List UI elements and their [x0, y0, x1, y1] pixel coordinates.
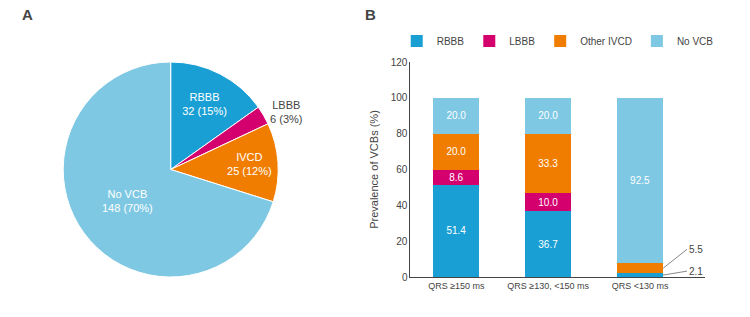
svg-text:0: 0: [402, 272, 408, 283]
svg-text:RBBB: RBBB: [437, 36, 465, 47]
svg-text:80: 80: [396, 128, 408, 139]
svg-text:10.0: 10.0: [538, 197, 558, 208]
svg-text:A: A: [22, 6, 33, 23]
svg-text:100: 100: [391, 92, 408, 103]
svg-text:33.3: 33.3: [538, 158, 558, 169]
svg-text:QRS ≥130, <150 ms: QRS ≥130, <150 ms: [507, 281, 589, 291]
svg-text:60: 60: [396, 164, 408, 175]
svg-text:8.6: 8.6: [449, 172, 463, 183]
svg-text:Other IVCD: Other IVCD: [580, 36, 632, 47]
svg-text:40: 40: [396, 200, 408, 211]
svg-text:QRS <130 ms: QRS <130 ms: [612, 281, 669, 291]
svg-text:Prevalence of VCBs (%): Prevalence of VCBs (%): [368, 110, 380, 229]
svg-text:LBBB: LBBB: [509, 36, 535, 47]
svg-text:IVCD25 (12%): IVCD25 (12%): [227, 151, 272, 177]
svg-text:51.4: 51.4: [446, 225, 466, 236]
svg-text:20.0: 20.0: [538, 110, 558, 121]
svg-text:5.5: 5.5: [689, 244, 703, 255]
svg-text:2.1: 2.1: [689, 266, 703, 277]
svg-text:92.5: 92.5: [630, 175, 650, 186]
svg-text:20.0: 20.0: [446, 110, 466, 121]
svg-text:No VCB148 (70%): No VCB148 (70%): [102, 188, 153, 214]
svg-text:36.7: 36.7: [538, 239, 558, 250]
svg-text:20: 20: [396, 236, 408, 247]
svg-text:20.0: 20.0: [446, 146, 466, 157]
svg-text:LBBB6 (3%): LBBB6 (3%): [270, 99, 302, 125]
svg-text:No VCB: No VCB: [677, 36, 713, 47]
svg-text:QRS ≥150 ms: QRS ≥150 ms: [428, 281, 485, 291]
svg-text:RBBB32 (15%): RBBB32 (15%): [182, 91, 227, 117]
svg-text:120: 120: [391, 57, 408, 68]
svg-text:B: B: [365, 6, 376, 23]
